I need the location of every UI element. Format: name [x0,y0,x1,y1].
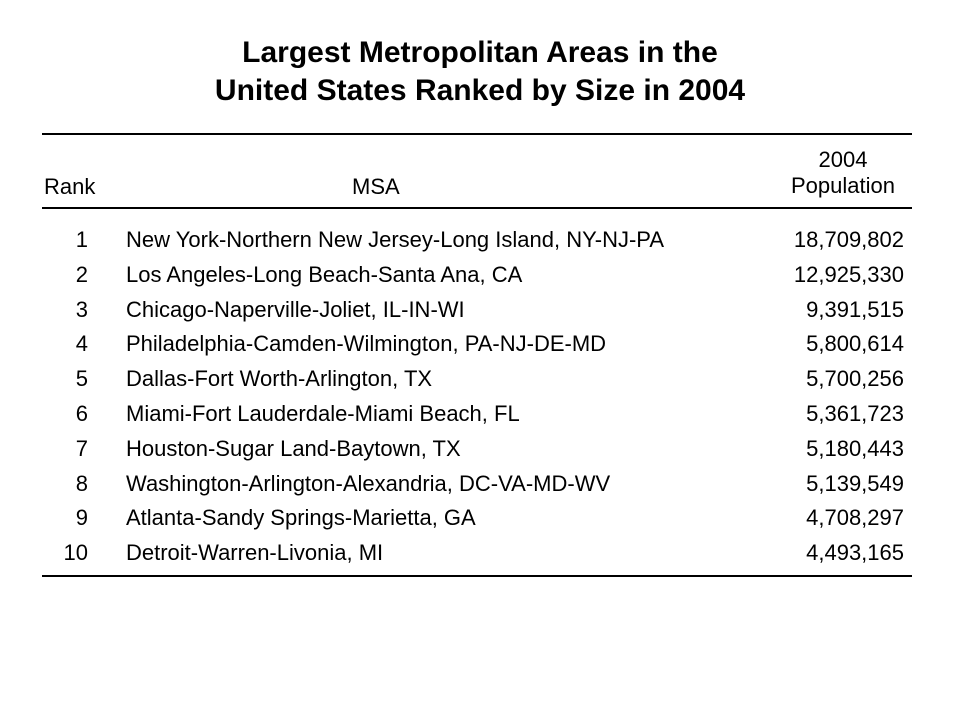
rank-cell: 2 [75,261,88,287]
population-cell: 5,700,256 [806,366,904,392]
header-rank: Rank [44,174,96,199]
msa-cell: Washington-Arlington-Alexandria, DC-VA-M… [126,470,611,496]
msa-cell: Los Angeles-Long Beach-Santa Ana, CA [126,261,523,287]
population-cell: 4,708,297 [806,505,904,531]
table-row: 6 Miami-Fort Lauderdale-Miami Beach, FL 5,… [42,397,912,431]
rank-cell: 9 [75,505,88,531]
rank-cell: 5 [75,366,88,392]
header-population-year: 2004 [818,147,868,172]
table-row: 10 Detroit-Warren-Livonia, MI 4,493,165 [42,536,912,570]
bottom-rule [42,575,912,577]
rank-cell: 4 [75,331,88,357]
page-title: Largest Metropolitan Areas in the United… [0,34,960,110]
population-cell: 5,139,549 [806,470,904,496]
table-row: 2 Los Angeles-Long Beach-Santa Ana, CA 12,… [42,258,912,292]
table-row: 5 Dallas-Fort Worth-Arlington, TX 5,700,25… [42,362,912,396]
top-rule [42,133,912,135]
table-row: 8 Washington-Arlington-Alexandria, DC-VA-… [42,467,912,501]
population-cell: 4,493,165 [806,540,904,566]
msa-cell: Philadelphia-Camden-Wilmington, PA-NJ-DE… [126,331,607,357]
msa-cell: New York-Northern New Jersey-Long Island… [126,227,665,252]
population-cell: 5,180,443 [806,435,904,461]
rank-cell: 6 [75,401,88,426]
header-population: 2004 Population [778,147,908,199]
header-msa: MSA [352,174,400,199]
title-line-1: Largest Metropolitan Areas in the [242,36,718,69]
rank-cell: 7 [75,435,88,461]
table-row: 1 New York-Northern New Jersey-Long Islan… [42,223,912,257]
title-line-2: United States Ranked by Size in 2004 [214,74,746,107]
table-row: 7 Houston-Sugar Land-Baytown, TX 5,180,443 [42,432,912,466]
header-population-label: Population [791,173,895,198]
rank-cell: 10 [63,540,88,566]
population-cell: 12,925,330 [793,261,904,287]
rank-cell: 3 [75,296,88,322]
rank-cell: 1 [75,227,88,252]
msa-cell: Chicago-Naperville-Joliet, IL-IN-WI [126,296,465,322]
msa-cell: Atlanta-Sandy Springs-Marietta, GA [126,505,476,531]
msa-cell: Houston-Sugar Land-Baytown, TX [126,435,461,461]
population-cell: 9,391,515 [806,296,904,322]
msa-cell: Miami-Fort Lauderdale-Miami Beach, FL [126,401,520,426]
table-row: 9 Atlanta-Sandy Springs-Marietta, GA 4,708… [42,501,912,535]
population-cell: 18,709,802 [793,227,904,252]
population-cell: 5,800,614 [806,331,904,357]
table-row: 3 Chicago-Naperville-Joliet, IL-IN-WI 9,39… [42,293,912,327]
table-row: 4 Philadelphia-Camden-Wilmington, PA-NJ-D… [42,327,912,361]
header-rule [42,207,912,209]
population-cell: 5,361,723 [806,401,904,426]
msa-cell: Detroit-Warren-Livonia, MI [126,540,384,566]
rank-cell: 8 [75,470,88,496]
msa-cell: Dallas-Fort Worth-Arlington, TX [126,366,433,392]
